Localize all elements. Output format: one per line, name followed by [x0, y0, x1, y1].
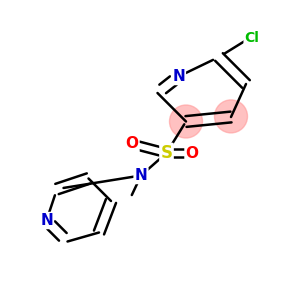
Circle shape	[214, 100, 248, 133]
Text: O: O	[125, 136, 139, 152]
Text: N: N	[172, 69, 185, 84]
Text: Cl: Cl	[244, 31, 260, 44]
Text: O: O	[185, 146, 199, 160]
Text: N: N	[40, 213, 53, 228]
Text: N: N	[135, 168, 147, 183]
Text: S: S	[160, 144, 172, 162]
Circle shape	[169, 105, 202, 138]
